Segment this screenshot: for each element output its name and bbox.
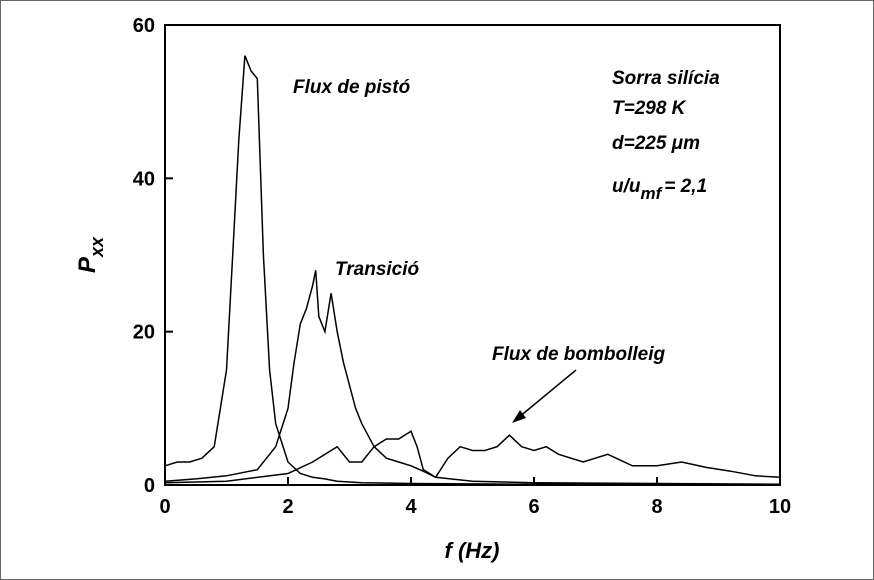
x-tick-label: 2 — [282, 496, 293, 518]
y-tick-label: 20 — [133, 322, 155, 344]
x-axis-label: f (Hz) — [445, 538, 500, 563]
x-tick-label: 8 — [651, 496, 662, 518]
series-line — [164, 55, 780, 485]
ratio-value: = 2,1 — [664, 176, 707, 197]
arrow-head — [512, 410, 526, 423]
ratio-annotation: u/umf = 2,1 — [612, 176, 707, 203]
y-label-main: P — [74, 256, 101, 273]
y-label-sub: xx — [87, 236, 107, 258]
series-label: Flux de pistó — [293, 77, 410, 98]
series-label: Transició — [335, 259, 419, 280]
series-label: Flux de bombolleig — [492, 344, 666, 365]
ratio-sub: mf — [641, 184, 664, 203]
y-tick-label: 40 — [133, 168, 155, 190]
series-line — [164, 430, 781, 484]
y-tick-label: 0 — [144, 475, 155, 497]
ratio-text: u/u — [612, 176, 641, 197]
x-tick-label: 4 — [405, 496, 417, 518]
annotation: T=298 K — [612, 98, 687, 119]
plot-frame — [164, 24, 781, 486]
annotation: Sorra silícia — [612, 68, 720, 89]
annotation: d=225 μm — [612, 133, 700, 154]
x-tick-label: 6 — [528, 496, 539, 518]
x-tick-label: 10 — [769, 496, 791, 518]
arrow — [517, 369, 577, 419]
x-tick-label: 0 — [159, 496, 170, 518]
y-axis-label: Pxx — [74, 236, 107, 273]
y-tick-label: 60 — [133, 15, 155, 37]
series-line — [164, 270, 781, 485]
